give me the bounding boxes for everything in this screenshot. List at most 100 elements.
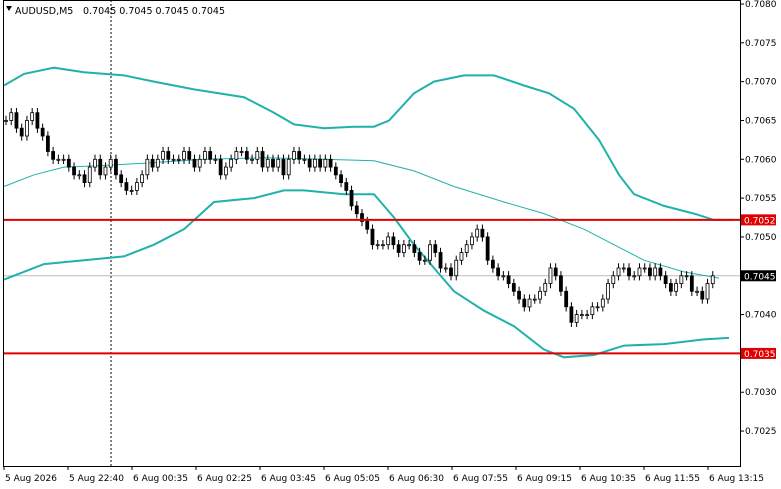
candle-body [103, 166, 108, 176]
candle-body [443, 267, 448, 270]
candle-body [124, 182, 129, 191]
resistance-price-tag: 0.7052 [741, 214, 776, 226]
candle-body [4, 120, 8, 122]
candle-body [203, 151, 207, 160]
candle-body [239, 151, 244, 153]
candle-body [710, 275, 715, 284]
candle-body [653, 267, 658, 277]
candle-body [344, 182, 349, 191]
price-tick-label: 0.7050 [745, 233, 777, 243]
candle-body [579, 314, 584, 317]
candle-body [637, 267, 642, 277]
candle-body [616, 267, 621, 277]
candle-body [93, 158, 97, 168]
candle-body [574, 314, 579, 323]
candle-body [668, 283, 673, 292]
candle-body [129, 189, 134, 192]
candle-body [438, 252, 443, 269]
candle-body [234, 151, 239, 160]
bollinger-upper-band [3, 66, 734, 221]
candle-body [176, 158, 181, 161]
price-tick-label: 0.7025 [745, 427, 777, 437]
candle-body [145, 158, 150, 176]
price-tick-label: 0.7060 [745, 155, 777, 165]
candle-body [422, 259, 427, 262]
candle-body [506, 275, 511, 284]
candle-body [606, 283, 610, 300]
candle-body [66, 158, 71, 168]
candle-body [360, 213, 364, 222]
candle-body [548, 267, 553, 284]
candle-body [119, 174, 124, 184]
symbol-dropdown-icon[interactable] [6, 6, 12, 11]
time-tick-label: 6 Aug 00:35 [133, 474, 188, 484]
candle-body [87, 166, 92, 184]
time-axis: 5 Aug 2026 5 Aug 22:40 6 Aug 00:35 6 Aug 02… [3, 466, 764, 484]
candle-body [45, 135, 50, 152]
candle-body [569, 306, 574, 323]
candle-body [197, 158, 202, 168]
candle-body [407, 244, 412, 247]
candle-body [663, 275, 668, 284]
candle-body [72, 166, 76, 176]
candle-body [538, 290, 542, 300]
candle-body [213, 158, 218, 161]
candle-body [391, 236, 396, 246]
candle-body [543, 283, 548, 292]
candle-body [354, 205, 359, 215]
candle-body [271, 158, 275, 168]
candle-body [35, 112, 40, 129]
candle-body [150, 158, 155, 168]
candle-body [642, 267, 647, 270]
candle-body [56, 158, 61, 161]
time-tick-label: 6 Aug 11:55 [645, 474, 700, 484]
candle-body [595, 306, 600, 309]
price-tick-label: 0.7075 [745, 39, 777, 49]
candle-body [705, 283, 710, 300]
candlesticks [4, 108, 715, 327]
svg-text:0.7035: 0.7035 [744, 350, 776, 360]
candle-body [265, 158, 270, 168]
candle-body [108, 158, 113, 168]
candle-body [349, 189, 354, 207]
candle-body [386, 236, 391, 246]
candle-body [475, 228, 480, 238]
support-price-tag: 0.7035 [741, 347, 776, 360]
candle-body [428, 244, 432, 261]
candle-body [600, 298, 605, 308]
candle-body [621, 267, 626, 270]
candle-body [25, 120, 29, 137]
candle-body [223, 166, 228, 176]
candle-body [312, 158, 317, 168]
time-tick-label: 6 Aug 06:30 [389, 474, 444, 484]
candle-body [292, 151, 296, 160]
candle-body [522, 298, 527, 308]
price-axis: 0.7080 0.7075 0.7070 0.7065 0.7060 0.7055 0.70… [740, 0, 777, 437]
current-price-tag: 0.7045 [741, 270, 776, 282]
candle-body [166, 151, 171, 160]
candle-body [464, 244, 469, 253]
candle-body [632, 275, 637, 278]
candle-body [485, 236, 490, 261]
candle-body [689, 275, 694, 292]
candle-body [527, 298, 532, 308]
candle-body [658, 267, 663, 277]
candle-body [134, 182, 139, 191]
time-tick-label: 6 Aug 02:25 [197, 474, 252, 484]
candle-body [517, 290, 521, 300]
candle-body [161, 151, 165, 160]
candle-body [449, 267, 453, 277]
candle-body [454, 259, 459, 277]
time-tick-label: 5 Aug 22:40 [69, 474, 124, 484]
candle-body [260, 151, 265, 168]
candle-body [171, 158, 176, 161]
candle-body [381, 244, 385, 247]
candle-body [14, 112, 19, 129]
price-tick-label: 0.7065 [745, 116, 777, 126]
candle-body [339, 174, 343, 184]
candle-body [192, 158, 197, 168]
candle-body [564, 290, 569, 308]
candle-body [297, 151, 302, 160]
candle-body [648, 267, 652, 277]
